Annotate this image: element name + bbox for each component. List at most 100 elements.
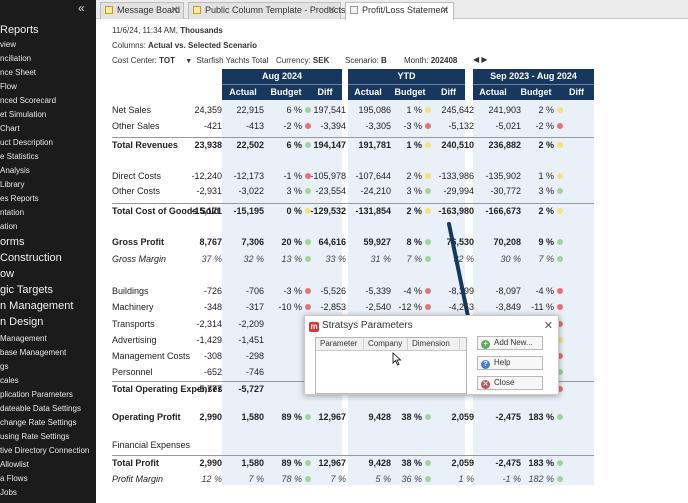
sidebar-item[interactable]: Library [0, 180, 25, 189]
budget-cell: -12,173 [233, 171, 264, 181]
status-dot-icon [425, 476, 431, 482]
month-nav-arrows[interactable]: ◀ ▶ [473, 55, 488, 64]
sidebar-item[interactable]: cales [0, 376, 19, 385]
sidebar-item[interactable]: es Reports [0, 194, 39, 203]
sidebar-item[interactable]: orms [0, 236, 25, 248]
table-row: Gross Margin 37 % 32 % 13 % 33 % 31 % 7 % 32 % 3… [112, 252, 594, 266]
status-dot-icon [557, 173, 563, 179]
actual-cell: -5,777 [196, 384, 222, 394]
sidebar-item[interactable]: Construction [0, 252, 62, 264]
sidebar-item[interactable]: Management [0, 334, 47, 343]
scenario-label: Scenario: [345, 56, 382, 65]
sidebar-item[interactable]: et Simulation [0, 110, 47, 119]
status-dot-icon [557, 460, 563, 466]
tab-profit-loss-statement[interactable]: Profit/Loss Statement ✕ [345, 2, 454, 20]
tab-message-board[interactable]: Message Board ✕ [100, 2, 184, 19]
budget-cell: -2,475 [495, 412, 521, 422]
add-new-button[interactable]: + Add New... [477, 336, 543, 350]
sidebar-item[interactable]: ntation [0, 208, 25, 217]
status-dot-icon [425, 208, 431, 214]
sidebar-item[interactable]: uct Description [0, 138, 53, 147]
column-band-month [222, 99, 342, 485]
collapse-sidebar-icon[interactable]: « [78, 1, 85, 15]
status-dot-icon [305, 107, 311, 113]
budget-cell: -1 % [502, 474, 521, 484]
columns-info: Columns: Actual vs. Selected Scenario [112, 41, 257, 50]
actual-cell: 2,059 [451, 458, 474, 468]
sidebar-item[interactable]: Allowlist [0, 460, 29, 469]
status-dot-icon [425, 188, 431, 194]
close-icon[interactable]: ✕ [543, 320, 553, 332]
parameters-dialog: m Stratsys Parameters ✕ Parameter Company… [304, 315, 559, 395]
cost-center-value: TOT [159, 56, 175, 65]
budget-cell: -166,673 [485, 206, 521, 216]
diff-cell: -2 % [283, 121, 302, 131]
actual-cell: 12,967 [318, 458, 346, 468]
sidebar-item[interactable]: using Rate Settings [0, 432, 70, 441]
sidebar-item[interactable]: base Management [0, 348, 67, 357]
sidebar-item[interactable]: Reports [0, 24, 39, 36]
diff-cell: 7 % [406, 254, 422, 264]
status-dot-icon [557, 369, 563, 375]
row-label: Total Profit [112, 458, 159, 468]
actual-cell: 1 % [458, 474, 474, 484]
sidebar-item[interactable]: a Flows [0, 474, 28, 483]
status-dot-icon [305, 208, 311, 214]
sidebar-item[interactable]: Flow [0, 82, 17, 91]
actual-cell: 245,642 [441, 105, 474, 115]
budget-cell: 7,306 [241, 237, 264, 247]
sidebar-item[interactable]: n Design [0, 316, 44, 328]
sidebar-item[interactable]: ow [0, 268, 15, 280]
sidebar-item[interactable]: gic Targets [0, 284, 53, 296]
sidebar-item[interactable]: nced Scorecard [0, 96, 57, 105]
budget-cell: -135,902 [485, 171, 521, 181]
cost-center-selector[interactable]: Cost Center: TOT ▼ Starfish Yachts Total [112, 56, 268, 65]
sidebar-item[interactable]: tive Directory Connection [0, 446, 90, 455]
budget-cell: 31 % [370, 254, 391, 264]
column-budget: Budget [394, 87, 426, 97]
sidebar-item[interactable]: nce Sheet [0, 68, 37, 77]
close-tab-icon[interactable]: ✕ [327, 5, 336, 16]
actual-cell: -421 [203, 121, 222, 131]
grid-header-company[interactable]: Company [364, 338, 408, 350]
close-tab-icon[interactable]: ✕ [440, 5, 449, 16]
actual-cell: 37 % [201, 254, 222, 264]
actual-cell: -12,240 [191, 171, 222, 181]
help-button[interactable]: ? Help [477, 356, 543, 370]
sidebar-item[interactable]: nciliation [0, 54, 32, 63]
dialog-title-text: Stratsys Parameters [322, 320, 413, 331]
sidebar-item[interactable]: e Statistics [0, 152, 39, 161]
diff-cell: 1 % [406, 105, 422, 115]
tab-public-column-template[interactable]: Public Column Template - Products ✕ [188, 2, 345, 19]
sidebar-item[interactable]: n Management [0, 300, 74, 312]
sidebar-item[interactable]: dateable Data Settings [0, 404, 81, 413]
dropdown-arrow-icon[interactable]: ▼ [185, 58, 193, 65]
sidebar-item[interactable]: Jobs [0, 488, 17, 497]
sidebar-item[interactable]: plication Parameters [0, 390, 73, 399]
status-dot-icon [557, 337, 563, 343]
sidebar-item[interactable]: change Rate Settings [0, 418, 77, 427]
sidebar-item[interactable]: Analysis [0, 166, 30, 175]
status-dot-icon [305, 239, 311, 245]
sidebar-item[interactable]: Chart [0, 124, 20, 133]
sidebar-item[interactable]: gs [0, 362, 9, 371]
column-group-title: Aug 2024 [222, 69, 342, 85]
budget-cell: 9,428 [368, 458, 391, 468]
close-button[interactable]: ✕ Close [477, 376, 543, 390]
sidebar-item[interactable]: ation [0, 222, 18, 231]
table-row: Profit Margin 12 % 7 % 78 % 7 % 5 % 36 % 1 % -1 … [112, 472, 594, 486]
budget-cell: -3,305 [365, 121, 391, 131]
sidebar-item[interactable]: view [0, 40, 17, 49]
budget-cell: -317 [245, 302, 264, 312]
close-tab-icon[interactable]: ✕ [170, 5, 179, 16]
grid-header-dimension[interactable]: Dimension [408, 338, 460, 350]
button-label: Close [494, 378, 515, 387]
diff-cell: -3 % [283, 286, 302, 296]
status-dot-icon [425, 460, 431, 466]
stratsys-logo-icon: m [309, 322, 319, 332]
row-label: Financial Expenses [112, 440, 191, 450]
actual-cell: -163,980 [438, 206, 474, 216]
parameters-grid[interactable]: Parameter Company Dimension [315, 337, 467, 394]
diff-cell: 36 % [401, 474, 422, 484]
grid-header-parameter[interactable]: Parameter [316, 338, 364, 350]
